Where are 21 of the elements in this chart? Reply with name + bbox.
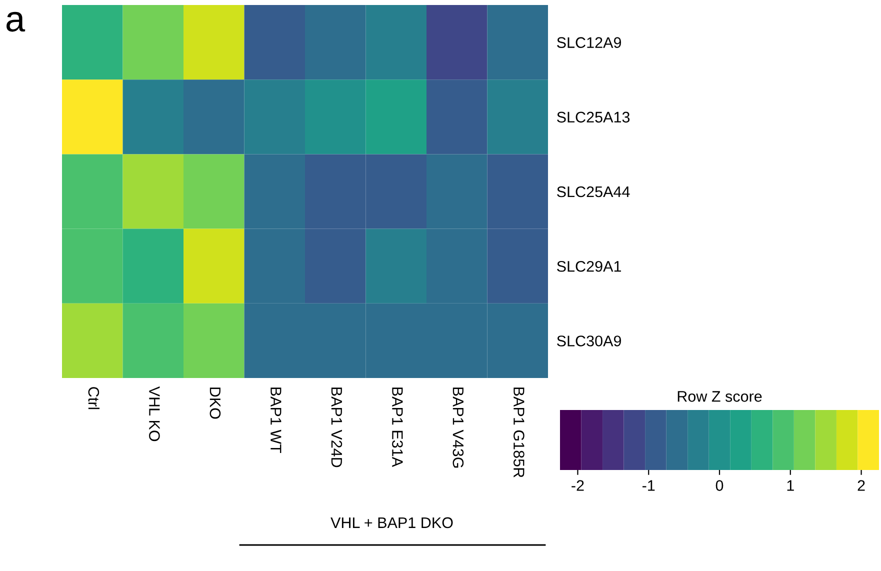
x-tick-label: Ctrl bbox=[88, 387, 100, 410]
y-tick-label: SLC25A13 bbox=[557, 112, 630, 123]
x-tick-label: BAP1 V43G bbox=[452, 388, 464, 468]
text: VHL + BAP1 DKO bbox=[330, 517, 453, 528]
color-bar-label: -2 bbox=[572, 480, 584, 491]
x-tick-label: BAP1 V24D bbox=[331, 388, 342, 468]
y-tick-label: SLC30A9 bbox=[557, 336, 622, 346]
color-bar-label: 2 bbox=[858, 480, 865, 491]
x-tick-label: BAP1 G185R bbox=[514, 388, 524, 478]
x-tick-label: BAP1 E31A bbox=[392, 388, 403, 467]
y-tick-label: SLC12A9 bbox=[557, 37, 622, 48]
color-bar-label: -1 bbox=[642, 480, 655, 491]
text: a bbox=[6, 12, 26, 32]
y-tick-label: SLC29A1 bbox=[557, 260, 621, 272]
x-tick-label: BAP1 WT bbox=[270, 388, 282, 454]
color-bar-label: 1 bbox=[787, 480, 794, 491]
color-bar-title: Row Z score bbox=[678, 391, 762, 402]
x-tick-label: VHL KO bbox=[149, 386, 160, 442]
x-tick-label: DKO bbox=[210, 388, 221, 419]
color-bar-label: 0 bbox=[716, 480, 724, 491]
y-tick-label: SLC25A44 bbox=[557, 186, 630, 198]
